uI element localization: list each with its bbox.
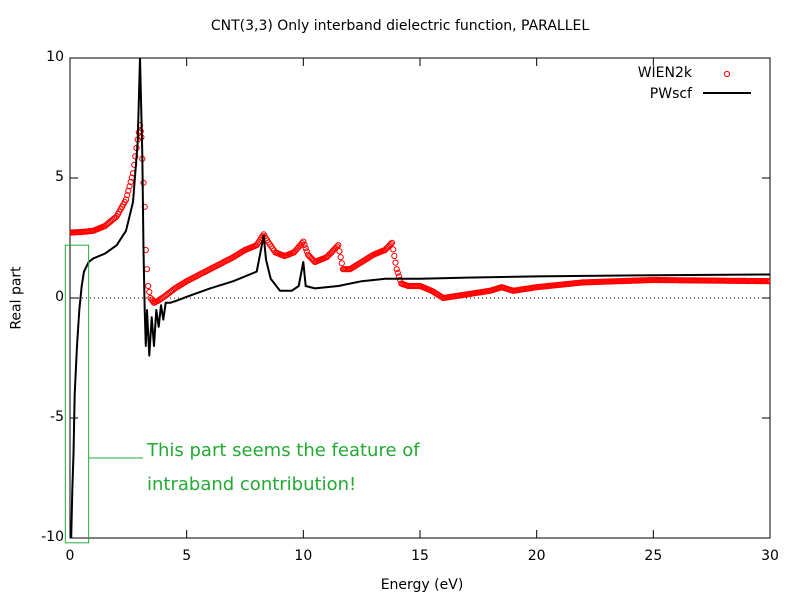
annotation-text: This part seems the feature of intraband… [147, 434, 420, 502]
data-point [394, 269, 401, 276]
data-point [390, 246, 397, 253]
legend-marker-wien2k [723, 70, 731, 78]
data-point [391, 252, 398, 260]
data-point [122, 196, 130, 203]
data-point [124, 192, 131, 199]
x-tick-label: 10 [294, 548, 313, 564]
x-tick-label: 0 [65, 548, 75, 564]
x-axis-label: Energy (eV) [380, 577, 464, 593]
data-point [143, 266, 151, 273]
annotation-line-1: This part seems the feature of [147, 440, 420, 461]
data-point [387, 240, 394, 248]
annotation-line-2: intraband contribution! [147, 474, 357, 495]
y-tick-label: 0 [55, 289, 64, 305]
data-point [126, 183, 133, 190]
chart-title: CNT(3,3) Only interband dielectric funct… [210, 18, 590, 34]
x-tick-label: 30 [761, 548, 779, 564]
y-tick-label: 5 [55, 169, 64, 185]
annotation-box [64, 244, 90, 544]
series-markers-wien2k [70, 122, 770, 306]
data-point [132, 153, 139, 160]
y-tick-label: -5 [50, 409, 64, 425]
data-point [301, 241, 308, 248]
data-point [338, 260, 345, 267]
data-point [127, 178, 134, 186]
y-tick-label: -10 [41, 529, 64, 545]
data-point [300, 238, 307, 245]
series-line-pwscf [70, 58, 770, 538]
data-point [336, 248, 343, 255]
data-point [392, 259, 399, 266]
data-point [125, 187, 132, 194]
data-point [335, 242, 342, 249]
data-point [393, 266, 400, 273]
x-tick-label: 20 [527, 548, 546, 564]
data-point [333, 243, 341, 250]
y-tick-label: 10 [46, 49, 64, 65]
x-tick-label: 15 [411, 548, 429, 564]
data-point [146, 288, 153, 296]
legend-label-pwscf: PWscf [649, 86, 692, 102]
data-point [337, 254, 344, 261]
data-point [388, 239, 396, 246]
legend-label-wien2k: WIEN2k [637, 65, 692, 81]
data-point [766, 278, 770, 285]
data-point [145, 282, 152, 290]
data-point [302, 245, 309, 252]
plot-data-group [70, 58, 770, 538]
x-tick-label: 5 [182, 548, 192, 564]
x-tick-label: 25 [644, 548, 663, 564]
